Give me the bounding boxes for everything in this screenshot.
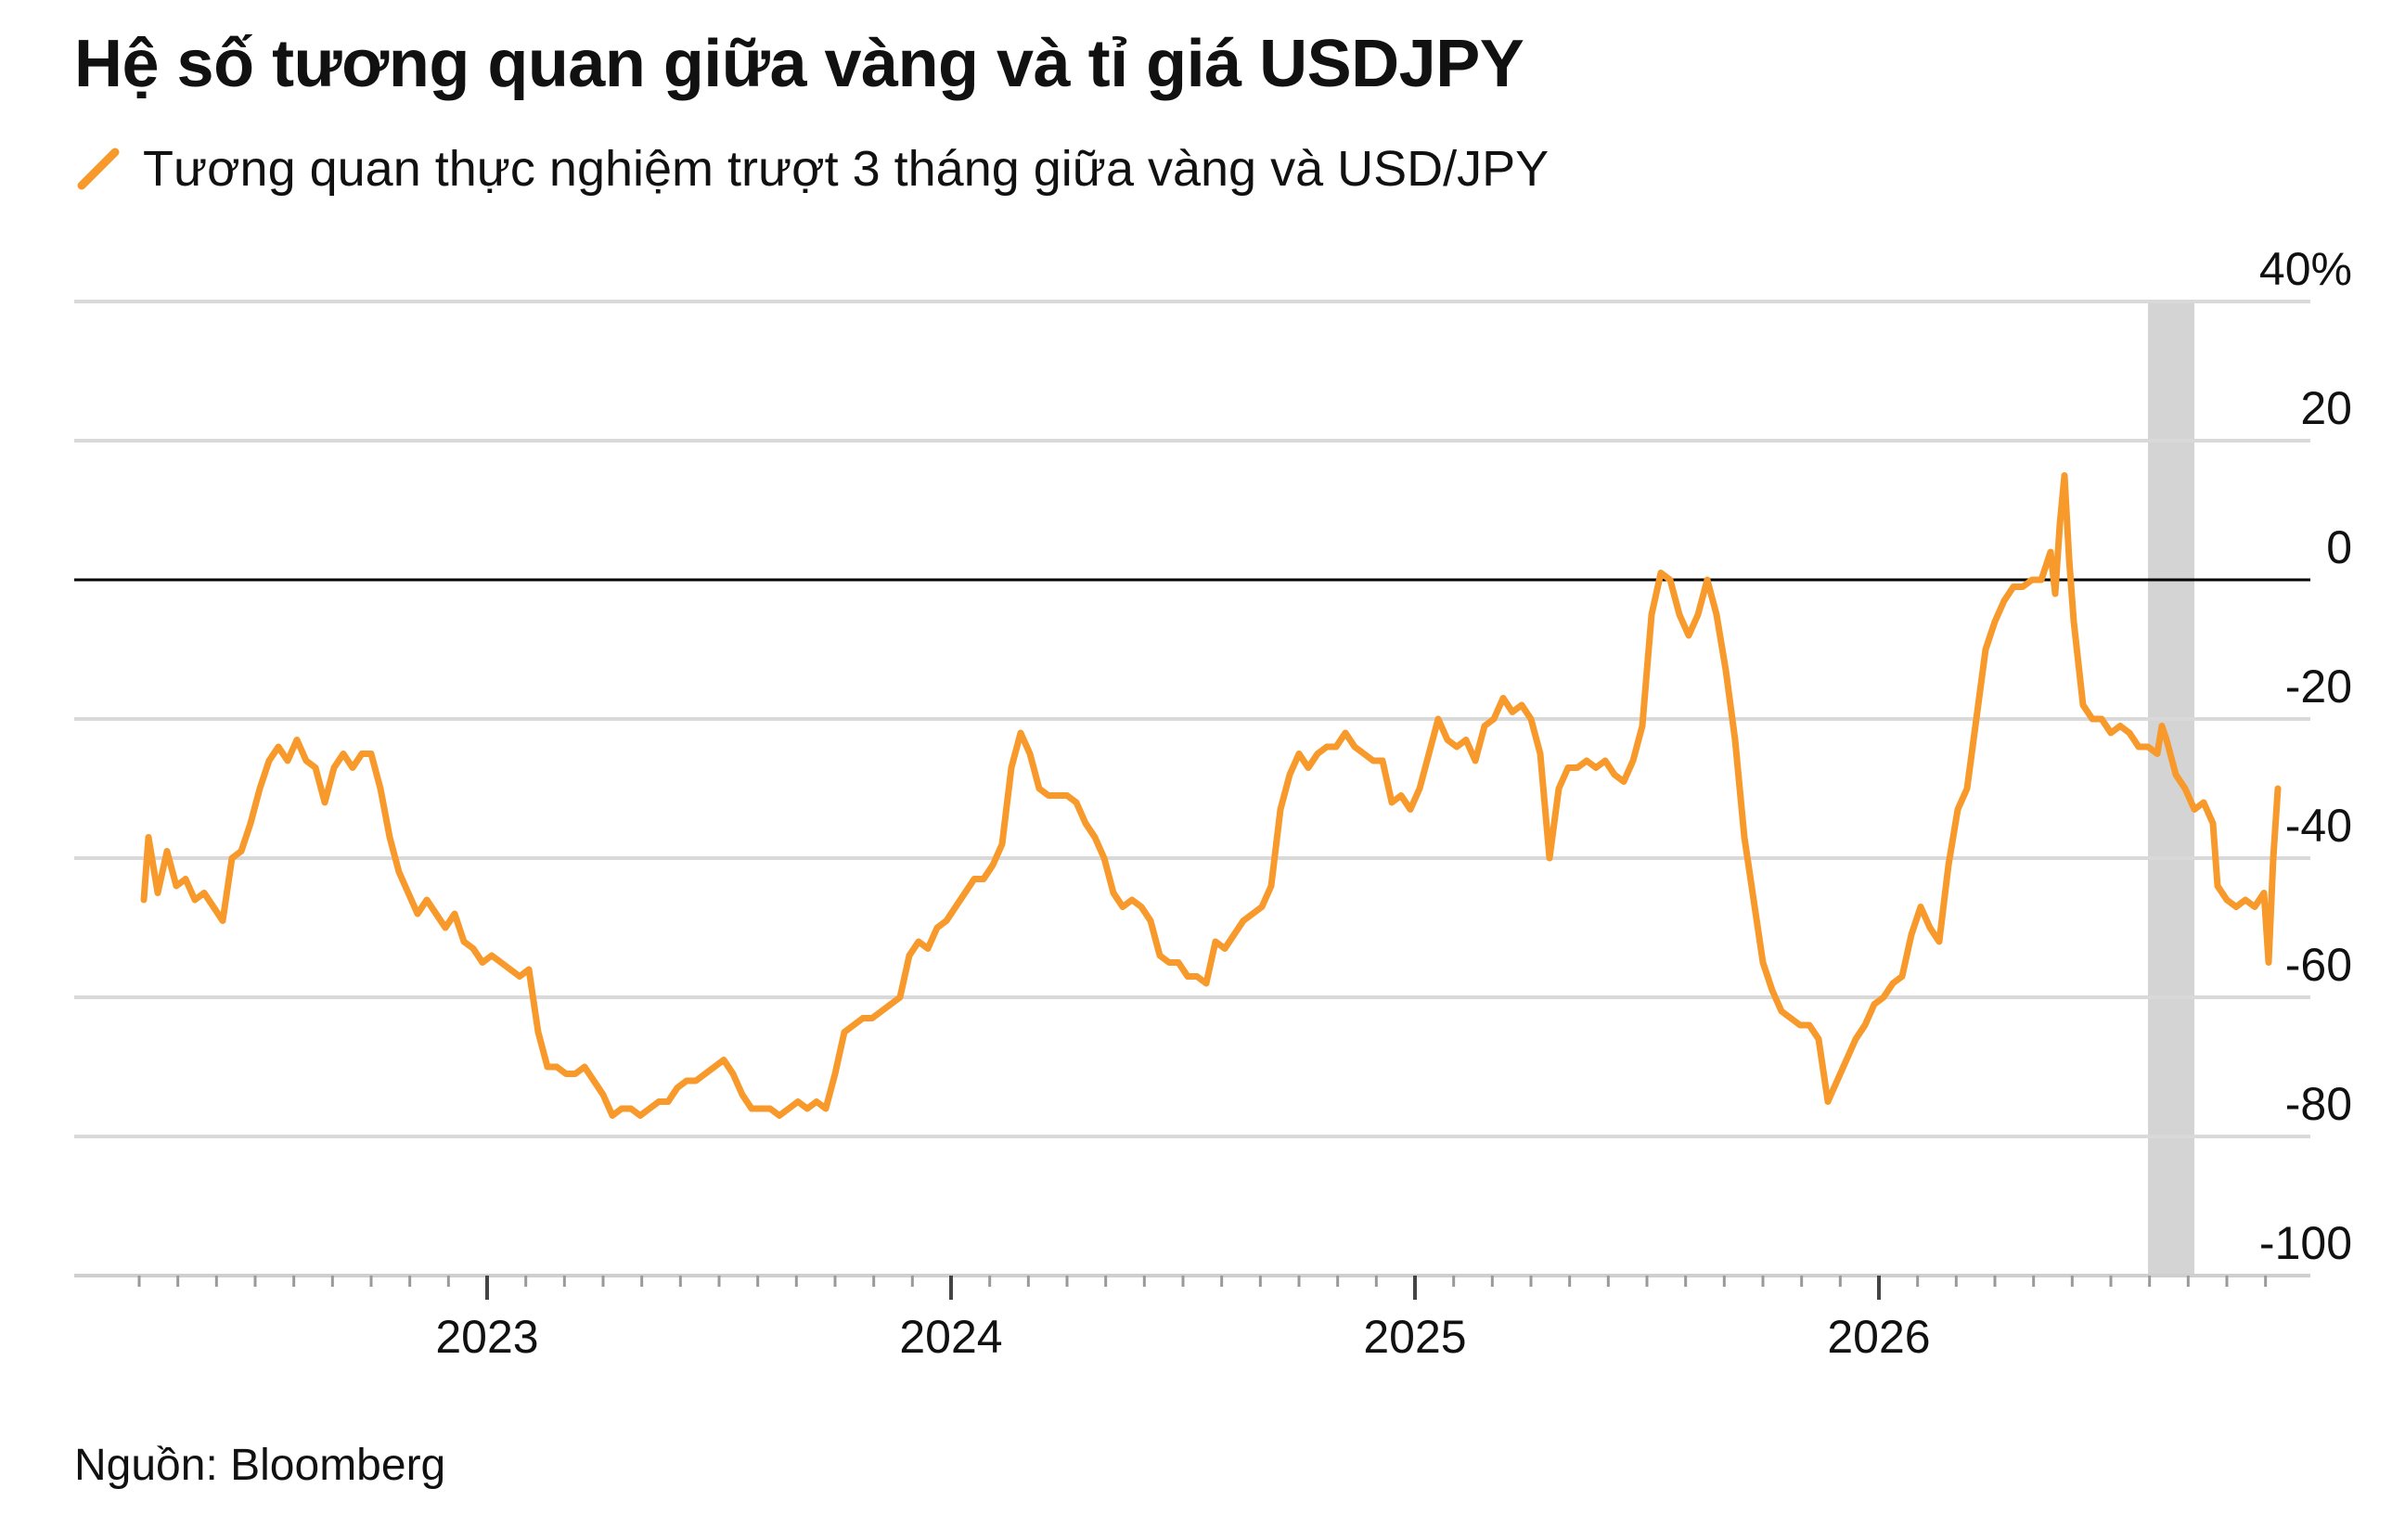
legend-label: Tương quan thực nghiệm trượt 3 tháng giữ… — [143, 141, 1550, 197]
y-tick-label: -100 — [2259, 1217, 2352, 1269]
y-tick-label: 40% — [2259, 243, 2352, 295]
y-tick-label: -60 — [2285, 939, 2352, 991]
x-tick-label: 2026 — [1827, 1311, 1930, 1363]
y-tick-label: -20 — [2285, 661, 2352, 712]
y-tick-label: 20 — [2300, 382, 2352, 434]
y-tick-label: 0 — [2326, 521, 2352, 573]
legend: Tương quan thực nghiệm trượt 3 tháng giữ… — [74, 132, 1549, 206]
x-tick-label: 2025 — [1363, 1311, 1466, 1363]
legend-line-icon — [77, 148, 120, 190]
x-tick-label: 2024 — [899, 1311, 1002, 1363]
chart-title: Hệ số tương quan giữa vàng và tỉ giá USD… — [74, 27, 1524, 101]
x-tick-label: 2023 — [435, 1311, 538, 1363]
y-tick-label: -80 — [2285, 1078, 2352, 1130]
series-line — [140, 472, 2282, 1119]
source-note: Nguồn: Bloomberg — [74, 1441, 446, 1490]
y-tick-label: -40 — [2285, 800, 2352, 852]
